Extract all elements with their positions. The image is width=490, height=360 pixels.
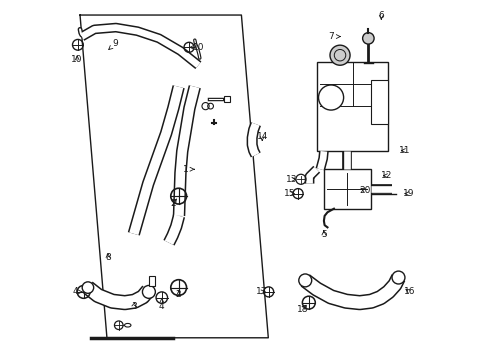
Bar <box>224 96 230 102</box>
Text: 2: 2 <box>171 199 176 208</box>
Circle shape <box>318 85 343 110</box>
Text: 18: 18 <box>296 305 308 314</box>
Text: 12: 12 <box>381 171 392 180</box>
Circle shape <box>392 271 405 284</box>
Bar <box>149 276 155 286</box>
Text: 9: 9 <box>109 39 118 50</box>
Text: 6: 6 <box>378 11 384 20</box>
Bar <box>370 80 389 125</box>
Bar <box>317 62 389 151</box>
Text: 17: 17 <box>256 287 267 296</box>
Circle shape <box>143 285 155 298</box>
Circle shape <box>299 274 312 287</box>
Text: 10: 10 <box>190 43 204 52</box>
Text: 1: 1 <box>183 165 195 174</box>
Text: 10: 10 <box>72 55 83 64</box>
Circle shape <box>330 45 350 65</box>
Text: 11: 11 <box>399 146 411 155</box>
Text: 2: 2 <box>176 289 181 298</box>
Text: 20: 20 <box>359 185 370 194</box>
Text: 7: 7 <box>328 32 340 41</box>
Circle shape <box>82 282 94 293</box>
Text: 19: 19 <box>403 189 414 198</box>
Text: 3: 3 <box>131 302 137 311</box>
Text: 8: 8 <box>105 253 111 262</box>
Circle shape <box>363 33 374 44</box>
Text: 13: 13 <box>286 175 297 184</box>
Text: 5: 5 <box>321 230 327 239</box>
Text: 15: 15 <box>284 189 296 198</box>
Text: 16: 16 <box>404 287 416 296</box>
Text: 14: 14 <box>257 132 268 141</box>
Text: 4: 4 <box>159 298 165 311</box>
Text: 4: 4 <box>73 287 82 296</box>
Bar <box>324 169 370 209</box>
